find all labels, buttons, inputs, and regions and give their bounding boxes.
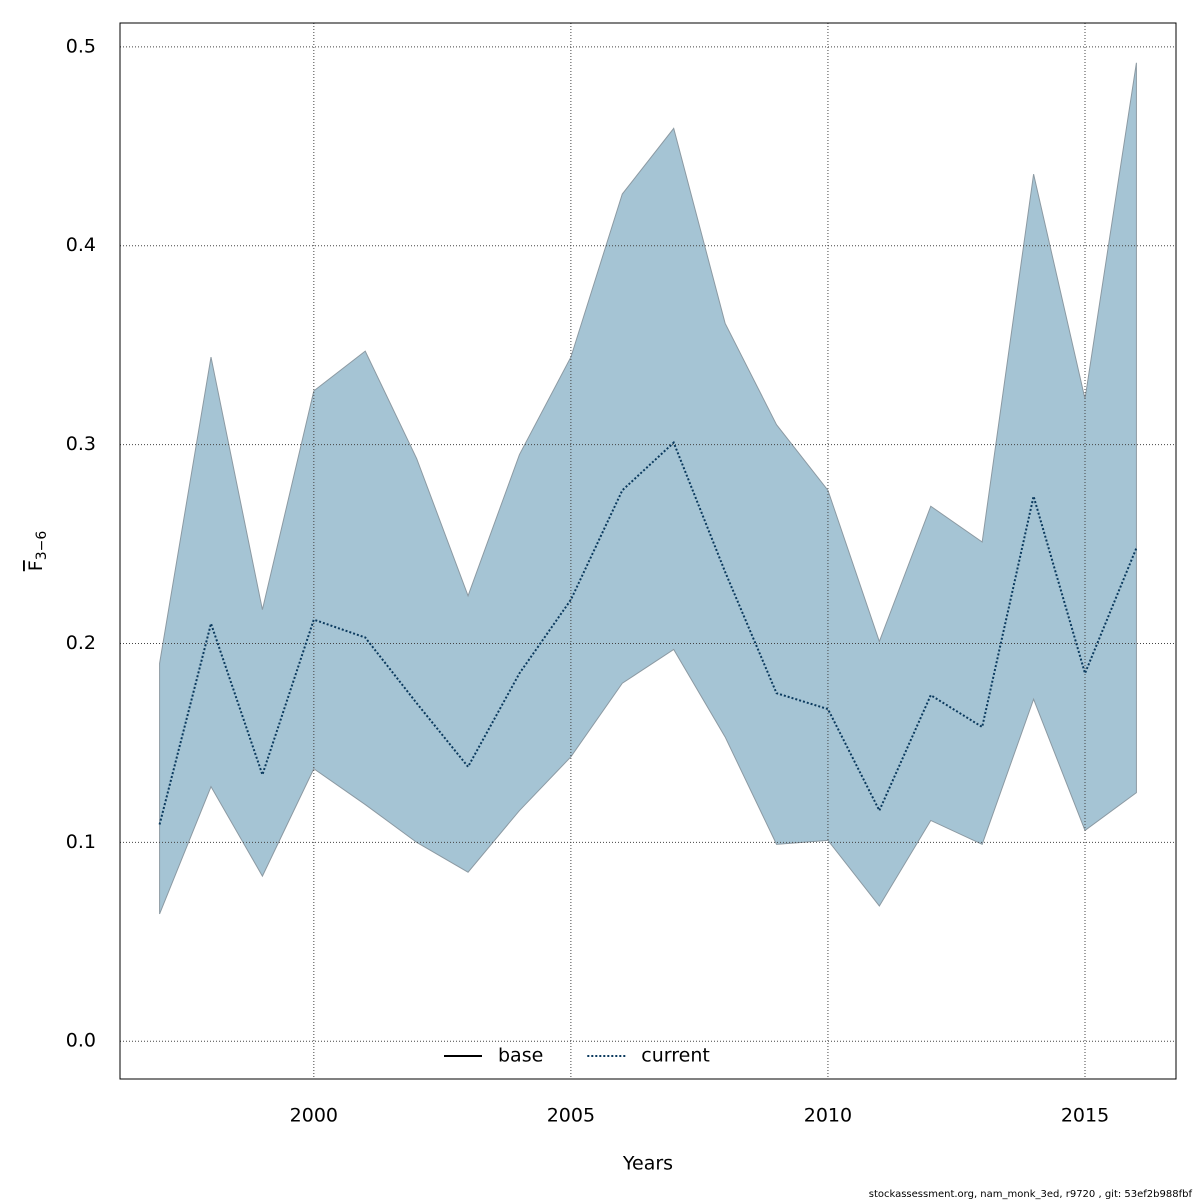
legend-label: base [498, 1045, 543, 1067]
x-tick-label: 2000 [290, 1105, 338, 1127]
y-tick-label: 0.4 [66, 234, 96, 256]
y-axis-label: F3−6 [25, 531, 51, 572]
y-tick-label: 0.0 [66, 1030, 96, 1052]
y-axis-label-main: F3−6 [25, 531, 51, 572]
x-axis-label: Years [622, 1153, 673, 1175]
x-tick-label: 2005 [547, 1105, 595, 1127]
legend-label: current [641, 1045, 710, 1067]
line [158, 440, 1138, 825]
y-tick-label: 0.1 [66, 831, 96, 853]
y-tick-label: 0.2 [66, 632, 96, 654]
x-tick-label: 2010 [804, 1105, 852, 1127]
y-label-f: F [25, 560, 47, 571]
plot-frame [119, 22, 1177, 1080]
x-tick-label: 2015 [1061, 1105, 1109, 1127]
y-tick-label: 0.5 [66, 35, 96, 57]
confidence-band [159, 62, 1137, 915]
footer: stockassessment.org, nam_monk_3ed, r9720… [869, 1189, 1193, 1200]
y-tick-label: 0.3 [66, 433, 96, 455]
y-label-sub: 3−6 [34, 531, 50, 561]
